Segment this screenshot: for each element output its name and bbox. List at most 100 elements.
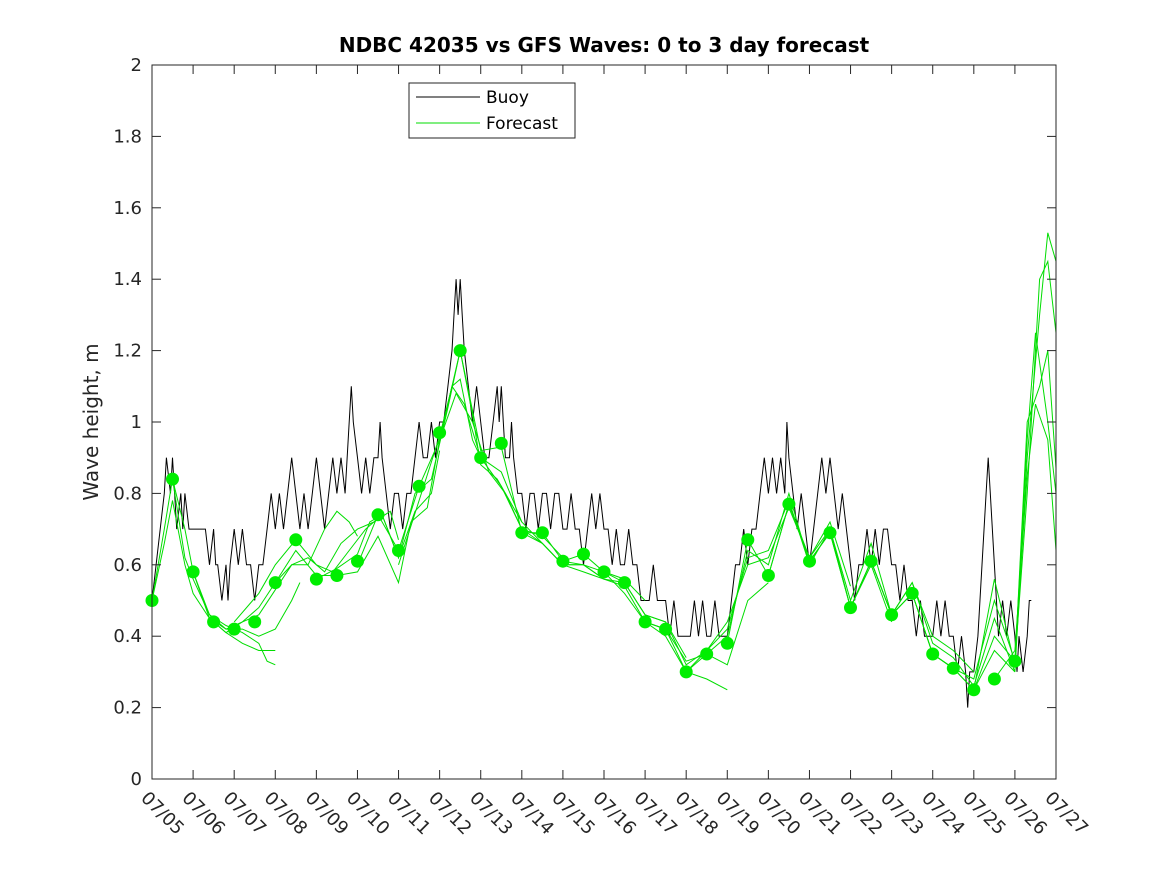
x-tick-label: 07/22 <box>835 788 887 840</box>
forecast-marker-18 <box>515 526 529 540</box>
forecast-series-line-3 <box>192 510 358 630</box>
x-tick-label: 07/13 <box>465 788 517 840</box>
forecast-marker-17 <box>494 436 508 450</box>
forecast-marker-37 <box>905 586 919 600</box>
x-tick-label: 07/07 <box>219 788 271 840</box>
forecast-marker-13 <box>412 479 426 493</box>
y-tick-label: 0.8 <box>113 483 142 504</box>
forecast-marker-38 <box>926 647 940 661</box>
forecast-marker-24 <box>638 615 652 629</box>
forecast-marker-36 <box>885 608 899 622</box>
forecast-marker-4 <box>227 622 241 636</box>
x-tick-label: 07/08 <box>260 788 312 840</box>
forecast-series-line-8 <box>357 392 564 565</box>
forecast-marker-25 <box>659 622 673 636</box>
forecast-marker-9 <box>330 569 344 582</box>
forecast-marker-7 <box>289 533 303 547</box>
forecast-marker-28 <box>720 636 734 650</box>
x-tick-label: 07/27 <box>1040 788 1092 840</box>
x-tick-label: 07/17 <box>630 788 682 840</box>
forecast-marker-21 <box>577 547 590 561</box>
forecast-marker-30 <box>761 569 775 582</box>
forecast-series-line-13 <box>562 560 769 666</box>
chart-title: NDBC 42035 vs GFS Waves: 0 to 3 day fore… <box>339 33 870 57</box>
forecast-marker-2 <box>186 565 200 579</box>
forecast-marker-27 <box>700 647 714 661</box>
x-tick-label: 07/23 <box>876 788 928 840</box>
x-tick-label: 07/18 <box>671 788 723 840</box>
forecast-series-line-4 <box>213 510 399 634</box>
x-tick-label: 07/10 <box>342 788 394 840</box>
forecast-marker-5 <box>248 615 262 629</box>
x-tick-label: 07/26 <box>999 788 1051 840</box>
x-tick-label: 07/11 <box>383 788 435 840</box>
forecast-series-line-24 <box>993 403 1057 680</box>
buoy-series-line <box>151 279 1032 708</box>
x-tick-label: 07/25 <box>958 788 1010 840</box>
y-axis-label: Wave height, m <box>79 343 103 500</box>
forecast-series-line-10 <box>439 350 646 601</box>
x-tick-label: 07/12 <box>424 788 476 840</box>
legend: Buoy Forecast <box>408 82 576 139</box>
forecast-marker-41 <box>987 672 1001 686</box>
y-tick-label: 0.6 <box>113 555 142 576</box>
x-tick-label: 07/06 <box>178 788 230 840</box>
forecast-series-line-19 <box>809 531 1016 691</box>
forecast-series-line-0 <box>151 500 276 651</box>
forecast-series-line-21 <box>891 232 1057 688</box>
forecast-marker-40 <box>967 683 981 697</box>
forecast-marker-14 <box>433 426 447 440</box>
forecast-series-line-9 <box>398 385 605 580</box>
x-tick-label: 07/24 <box>917 788 969 840</box>
forecast-marker-3 <box>207 615 221 629</box>
forecast-marker-10 <box>351 554 364 568</box>
axes-box <box>151 64 1057 780</box>
y-tick-label: 1.4 <box>113 269 142 290</box>
forecast-marker-42 <box>1008 654 1022 668</box>
forecast-marker-26 <box>679 665 693 679</box>
y-tick-label: 1.2 <box>113 341 142 362</box>
forecast-marker-33 <box>823 526 837 540</box>
forecast-marker-32 <box>803 554 816 568</box>
x-axis: 07/0507/0607/0707/0807/0907/1007/1107/12… <box>136 65 1092 839</box>
x-tick-label: 07/14 <box>506 788 558 840</box>
x-tick-label: 07/09 <box>301 788 353 840</box>
legend-label-forecast: Forecast <box>486 114 558 134</box>
y-tick-label: 1.8 <box>113 126 142 147</box>
forecast-marker-34 <box>844 601 857 615</box>
plot-area <box>145 232 1057 708</box>
forecast-series-line-1 <box>151 479 276 666</box>
forecast-marker-8 <box>309 572 323 586</box>
forecast-marker-23 <box>618 576 631 590</box>
x-tick-label: 07/19 <box>712 788 764 840</box>
forecast-series-line-14 <box>603 499 810 666</box>
y-tick-label: 0 <box>131 769 142 790</box>
x-tick-label: 07/16 <box>588 788 640 840</box>
forecast-marker-6 <box>268 576 282 590</box>
y-tick-label: 0.4 <box>113 626 142 647</box>
legend-box <box>408 82 576 139</box>
forecast-marker-19 <box>535 526 549 540</box>
legend-label-buoy: Buoy <box>486 88 529 108</box>
forecast-series-line-5 <box>233 450 441 623</box>
forecast-marker-1 <box>166 472 179 486</box>
forecast-marker-12 <box>392 544 405 557</box>
y-tick-label: 2 <box>131 55 142 76</box>
forecast-series-line-15 <box>644 506 851 673</box>
y-tick-label: 1.6 <box>113 198 142 219</box>
forecast-series-line-18 <box>767 502 975 673</box>
y-tick-label: 0.2 <box>113 698 142 719</box>
y-axis: 0 0.2 0.4 0.6 0.8 1 1.2 1.4 1.6 1.8 2 <box>113 55 1056 790</box>
x-tick-label: 07/21 <box>794 788 846 840</box>
forecast-marker-39 <box>946 661 960 675</box>
forecast-marker-15 <box>453 344 467 358</box>
forecast-marker-35 <box>864 554 878 568</box>
x-tick-label: 07/20 <box>753 788 805 840</box>
forecast-series-line-12 <box>521 532 728 691</box>
forecast-marker-31 <box>782 497 796 511</box>
forecast-series-line-16 <box>685 491 893 673</box>
forecast-marker-11 <box>371 508 385 522</box>
forecast-marker-29 <box>741 533 755 547</box>
x-tick-label: 07/05 <box>136 788 188 840</box>
forecast-marker-22 <box>597 565 611 579</box>
